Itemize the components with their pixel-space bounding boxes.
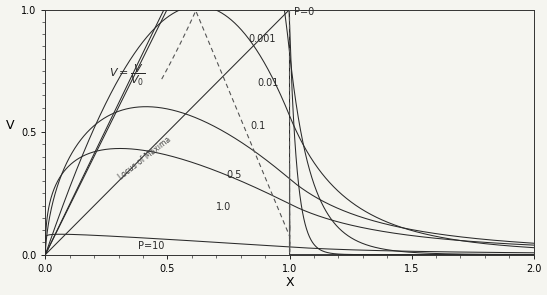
Text: P=0: P=0 — [294, 7, 315, 17]
Text: Locus of Maxima: Locus of Maxima — [117, 135, 173, 181]
Text: 0.001: 0.001 — [248, 34, 276, 44]
Text: P=10: P=10 — [138, 241, 165, 251]
Text: 0.1: 0.1 — [251, 121, 266, 131]
Text: 0.5: 0.5 — [226, 170, 241, 180]
X-axis label: X: X — [285, 276, 294, 289]
Text: 0.01: 0.01 — [258, 78, 279, 88]
Text: $V = \dfrac{V}{V_0}$: $V = \dfrac{V}{V_0}$ — [109, 63, 145, 88]
Text: 1.0: 1.0 — [216, 202, 231, 212]
Y-axis label: V: V — [5, 119, 14, 132]
